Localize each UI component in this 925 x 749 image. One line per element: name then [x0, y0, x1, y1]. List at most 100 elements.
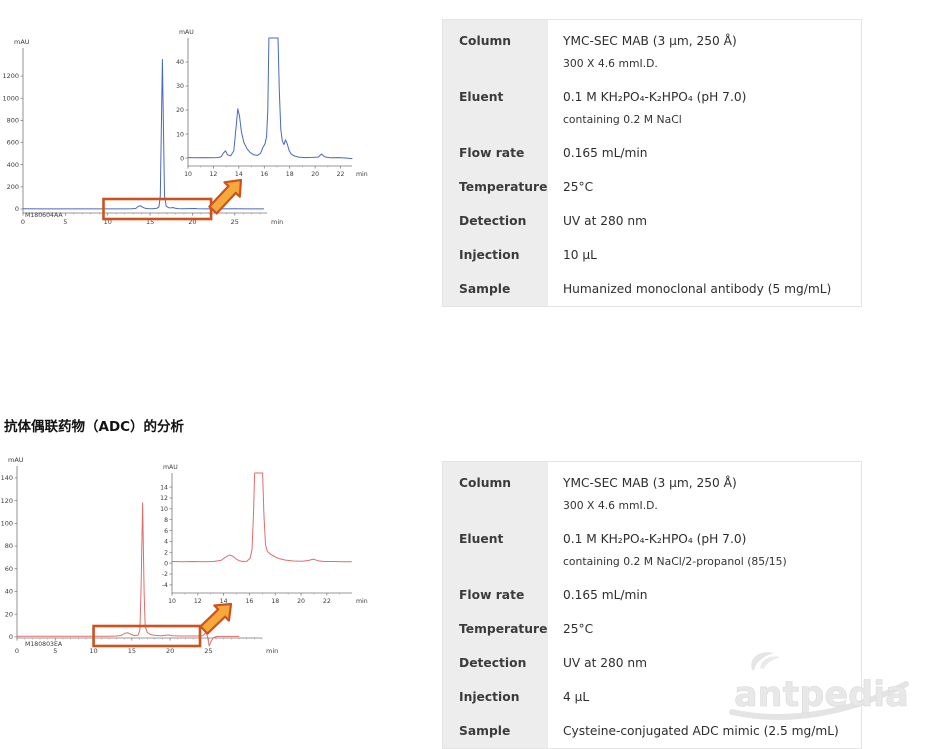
svg-text:20: 20 [176, 107, 184, 114]
svg-text:10: 10 [184, 171, 192, 178]
svg-text:0: 0 [15, 647, 19, 655]
svg-text:2: 2 [164, 549, 168, 556]
svg-text:14: 14 [235, 171, 243, 178]
svg-text:25: 25 [204, 647, 212, 655]
spec-label: Sample [459, 282, 511, 296]
chromatogram-figure-mab: 0 200 400 600 800 1000 1200 0 5 10 15 20 25 mAU min 0 10… [0, 8, 380, 246]
section-heading-adc: 抗体偶联药物（ADC）的分析 [4, 419, 185, 435]
svg-text:0: 0 [180, 155, 184, 162]
svg-text:15: 15 [128, 647, 136, 655]
svg-text:30: 30 [176, 83, 184, 90]
table-row: Detection UV at 280 nm [443, 204, 861, 238]
spec-value-secondary: 300 X 4.6 mmI.D. [563, 56, 658, 70]
conditions-table-mab: Column YMC-SEC MAB (3 μm, 250 Å) 300 X 4… [442, 19, 862, 307]
svg-text:mAU: mAU [8, 456, 24, 464]
svg-text:800: 800 [7, 117, 19, 125]
svg-text:M180803EA: M180803EA [25, 641, 63, 648]
svg-text:22: 22 [323, 598, 331, 605]
spec-label: Column [459, 475, 512, 490]
svg-text:min: min [356, 171, 368, 178]
svg-text:14: 14 [160, 484, 168, 491]
spec-value: YMC-SEC MAB (3 μm, 250 Å) [563, 33, 737, 48]
spec-value: 25°C [563, 180, 594, 194]
table-row: Temperature 25°C [443, 612, 861, 646]
svg-text:0: 0 [15, 205, 19, 213]
table-row: Column YMC-SEC MAB (3 μm, 250 Å) 300 X 4… [443, 466, 861, 522]
svg-text:20: 20 [297, 598, 305, 605]
table-row: Injection 10 μL [443, 238, 861, 272]
svg-text:min: min [356, 598, 368, 605]
svg-text:mAU: mAU [179, 29, 194, 36]
spec-value-secondary: 300 X 4.6 mmI.D. [563, 498, 658, 512]
svg-text:8: 8 [164, 517, 168, 524]
svg-text:600: 600 [7, 139, 19, 147]
svg-text:12: 12 [160, 495, 168, 502]
svg-text:10: 10 [104, 218, 112, 226]
svg-text:mAU: mAU [14, 38, 30, 46]
svg-text:20: 20 [166, 647, 174, 655]
svg-text:16: 16 [245, 598, 253, 605]
spec-label: Injection [459, 248, 520, 262]
svg-text:15: 15 [146, 218, 154, 226]
spec-value: 4 μL [563, 690, 590, 704]
svg-text:10: 10 [89, 647, 97, 655]
svg-text:20: 20 [5, 610, 13, 618]
svg-text:12: 12 [194, 598, 202, 605]
spec-value: UV at 280 nm [563, 656, 647, 670]
svg-text:min: min [271, 218, 283, 226]
spec-label: Eluent [459, 531, 504, 546]
table-row: Temperature 25°C [443, 170, 861, 204]
svg-text:20: 20 [311, 171, 319, 178]
svg-text:22: 22 [337, 171, 345, 178]
svg-text:400: 400 [7, 161, 19, 169]
table-row: Flow rate 0.165 mL/min [443, 136, 861, 170]
spec-value-secondary: containing 0.2 M NaCl [563, 112, 682, 126]
svg-text:6: 6 [164, 528, 168, 535]
svg-text:200: 200 [7, 183, 19, 191]
spec-label: Eluent [459, 89, 504, 104]
spec-label: Flow rate [459, 146, 525, 160]
table-row: Detection UV at 280 nm [443, 646, 861, 680]
svg-text:140: 140 [1, 474, 13, 482]
chromatogram-adc-chart: 0 20 40 60 80 100 120 140 0 5 10 15 20 25 mAU min -4 -2 0 2… [1, 456, 370, 655]
table-row: Eluent 0.1 M KH₂PO₄-K₂HPO₄ (pH 7.0) cont… [443, 80, 861, 136]
table-row: Sample Humanized monoclonal antibody (5 … [443, 272, 861, 306]
svg-text:80: 80 [5, 542, 13, 550]
svg-text:60: 60 [5, 565, 13, 573]
spec-value: 25°C [563, 622, 594, 636]
spec-value: YMC-SEC MAB (3 μm, 250 Å) [563, 475, 737, 490]
svg-text:100: 100 [1, 520, 13, 528]
svg-text:5: 5 [53, 647, 57, 655]
table-row: Column YMC-SEC MAB (3 μm, 250 Å) 300 X 4… [443, 24, 861, 80]
svg-text:14: 14 [220, 598, 228, 605]
svg-text:1000: 1000 [2, 94, 19, 102]
svg-text:0: 0 [9, 633, 13, 641]
table-row: Sample Cysteine-conjugated ADC mimic (2.… [443, 714, 861, 748]
svg-text:18: 18 [271, 598, 279, 605]
svg-text:0: 0 [21, 218, 25, 226]
svg-text:10: 10 [176, 131, 184, 138]
spec-value: 0.1 M KH₂PO₄-K₂HPO₄ (pH 7.0) [563, 89, 747, 104]
svg-text:-4: -4 [162, 582, 168, 589]
spec-value: Cysteine-conjugated ADC mimic (2.5 mg/mL… [563, 724, 839, 738]
spec-value: Humanized monoclonal antibody (5 mg/mL) [563, 282, 832, 296]
spec-value-secondary: containing 0.2 M NaCl/2-propanol (85/15) [563, 554, 787, 568]
spec-label: Injection [459, 690, 520, 704]
svg-text:10: 10 [160, 506, 168, 513]
svg-text:10: 10 [168, 598, 176, 605]
spec-label: Detection [459, 214, 527, 228]
svg-text:40: 40 [176, 59, 184, 66]
svg-text:1200: 1200 [2, 72, 19, 80]
svg-text:mAU: mAU [163, 464, 178, 471]
spec-value: UV at 280 nm [563, 214, 647, 228]
chromatogram-figure-adc: 0 20 40 60 80 100 120 140 0 5 10 15 20 25 mAU min -4 -2 0 2… [0, 448, 380, 686]
spec-value: 0.165 mL/min [563, 146, 648, 160]
conditions-table-adc: Column YMC-SEC MAB (3 μm, 250 Å) 300 X 4… [442, 461, 862, 749]
svg-text:16: 16 [260, 171, 268, 178]
svg-text:18: 18 [286, 171, 294, 178]
spec-label: Sample [459, 724, 511, 738]
spec-label: Column [459, 33, 512, 48]
svg-text:5: 5 [63, 218, 67, 226]
svg-text:12: 12 [209, 171, 217, 178]
spec-value: 10 μL [563, 248, 597, 262]
